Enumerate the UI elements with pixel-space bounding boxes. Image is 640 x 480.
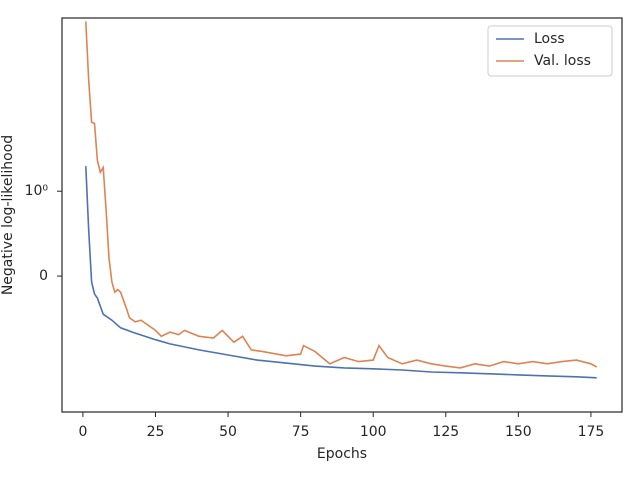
- x-tick-label: 150: [505, 424, 532, 440]
- x-tick-label: 100: [360, 424, 387, 440]
- x-tick-label: 0: [78, 424, 87, 440]
- y-tick-label: 0: [39, 268, 48, 284]
- line-series: [85, 21, 598, 369]
- x-tick-label: 175: [578, 424, 605, 440]
- x-tick-label: 50: [219, 424, 237, 440]
- legend-label: Val. loss: [534, 53, 591, 69]
- x-tick-label: 75: [292, 424, 310, 440]
- x-tick-label: 125: [432, 424, 459, 440]
- line-series: [85, 166, 597, 379]
- x-axis-label: Epochs: [317, 446, 367, 462]
- y-axis-label: Negative log-likelihood: [0, 135, 16, 295]
- y-tick-label: 10⁰: [25, 183, 49, 199]
- plot-frame: [61, 17, 623, 413]
- x-tick-label: 25: [147, 424, 165, 440]
- legend-label: Loss: [534, 31, 565, 47]
